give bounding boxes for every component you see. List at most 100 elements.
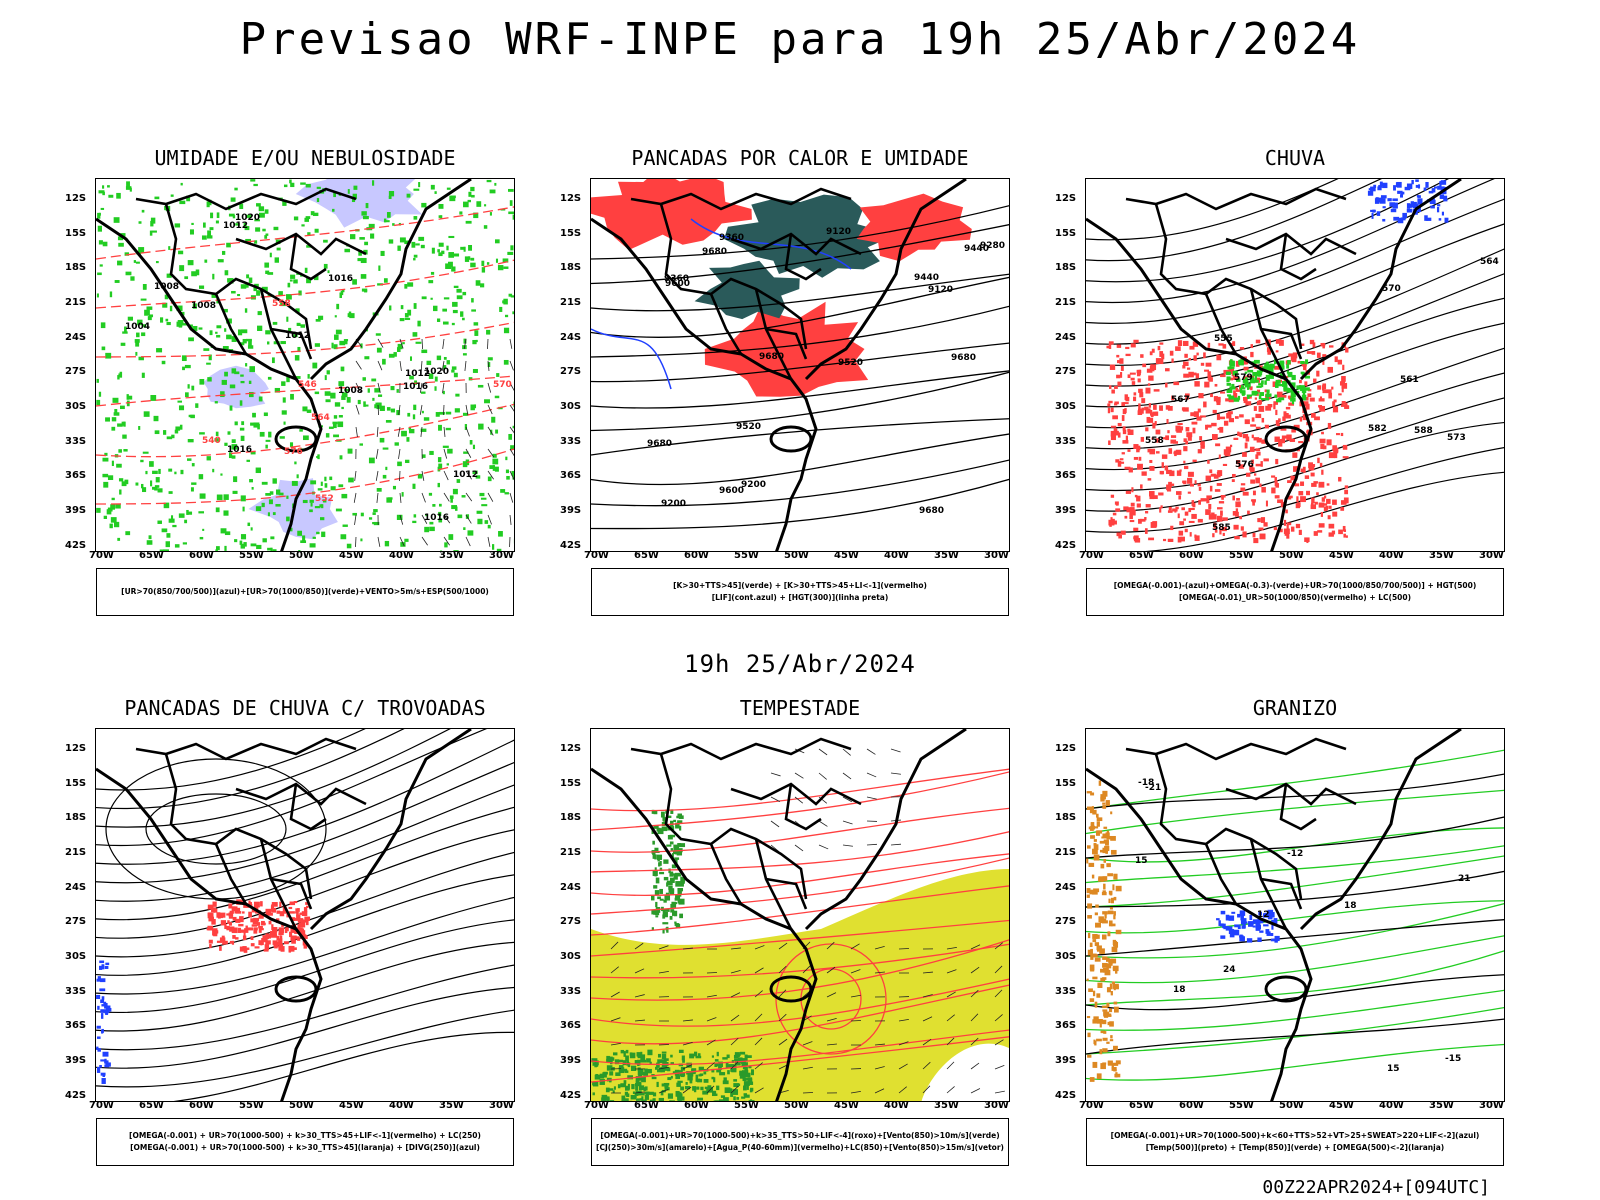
contour-label: 9280 [980, 241, 1005, 251]
legend-chuva: [OMEGA(-0.001)-(azul)+OMEGA(-0.3)-(verde… [1086, 568, 1504, 616]
contour-label: 564 [311, 413, 330, 423]
lat-tick-label: 12S [560, 193, 582, 204]
contour-label: 555 [1214, 334, 1233, 344]
lon-tick-label: 30W [1479, 1100, 1504, 1111]
lat-tick-label: 27S [560, 916, 582, 928]
contour-label: 579 [1234, 373, 1253, 383]
contour-label: 9440 [964, 244, 989, 254]
legend-granizo: [OMEGA(-0.001)+UR>70(1000-500)+k<60+TTS>… [1086, 1118, 1504, 1166]
contour-label: 24 [1223, 965, 1236, 975]
contour-label: 588 [1414, 426, 1433, 436]
contour-label: 558 [1145, 436, 1164, 446]
panel-title-chuva: CHUVA [1264, 146, 1326, 170]
lat-tick-label: 24S [560, 331, 582, 343]
lat-tick-label: 39S [560, 1055, 582, 1067]
lon-tick-label: 55W [1229, 1100, 1254, 1111]
lat-tick-label: 42S [65, 539, 87, 551]
panel-title-tempestade: TEMPESTADE [739, 696, 861, 720]
lat-tick-label: 21S [1055, 847, 1077, 859]
lon-tick-label: 55W [1229, 550, 1254, 561]
legend-pancadas_trovoadas: [OMEGA(-0.001) + UR>70(1000-500) + k>30_… [96, 1118, 514, 1166]
lat-tick-label: 18S [65, 812, 87, 824]
lat-tick-label: 18S [560, 262, 582, 274]
contour-label: 9600 [665, 279, 690, 289]
lat-tick-label: 36S [65, 1020, 87, 1032]
lon-tick-label: 70W [584, 550, 609, 561]
contour-label: 585 [1212, 523, 1231, 533]
contour-label: 552 [315, 494, 334, 504]
lat-tick-label: 12S [1055, 743, 1077, 754]
lat-tick-label: 24S [1055, 881, 1077, 893]
lon-tick-label: 35W [1429, 1100, 1454, 1111]
lon-tick-label: 35W [439, 1100, 464, 1111]
lon-tick-label: 30W [984, 550, 1009, 561]
contour-label: 15 [1387, 1064, 1400, 1074]
contour-label: 9520 [736, 422, 761, 432]
contour-label: 9680 [919, 506, 944, 516]
contour-label: 1016 [403, 382, 428, 392]
lat-tick-label: 18S [65, 262, 87, 274]
lat-tick-label: 33S [560, 985, 582, 997]
lon-tick-label: 65W [139, 1100, 164, 1111]
legend-line: [K>30+TTS>45](verde) + [K>30+TTS>45+LI<-… [673, 581, 927, 590]
lon-tick-label: 40W [1379, 550, 1404, 561]
lon-tick-label: 70W [1079, 1100, 1104, 1111]
contour-label: 1016 [424, 513, 449, 523]
lat-tick-label: 39S [560, 505, 582, 517]
lat-tick-label: 36S [1055, 470, 1077, 482]
legend-line: [OMEGA(-0.001)+UR>70(1000-500)+k>35_TTS>… [600, 1131, 1000, 1140]
lon-tick-label: 65W [634, 550, 659, 561]
lon-tick-label: 55W [734, 1100, 759, 1111]
contour-label: 1008 [338, 386, 363, 396]
legend-line: [UR>70(850/700/500)](azul)+[UR>70(1000/8… [121, 587, 489, 596]
lon-tick-label: 30W [1479, 550, 1504, 561]
contour-label: 1020 [424, 367, 449, 377]
lon-tick-label: 45W [339, 550, 364, 561]
lon-tick-label: 40W [1379, 1100, 1404, 1111]
map-umidade: 1008 1008 1012 1012 1016 1016 1004 1008 1012 1016… [95, 178, 515, 552]
contour-label: 582 [1368, 424, 1387, 434]
contour-label: 9120 [826, 227, 851, 237]
contour-label: -21 [1145, 783, 1161, 793]
lat-tick-label: 39S [65, 1055, 87, 1067]
lat-tick-label: 33S [1055, 985, 1077, 997]
lon-tick-label: 45W [834, 550, 859, 561]
lon-tick-label: 35W [934, 1100, 959, 1111]
lon-tick-label: 50W [784, 550, 809, 561]
lon-tick-label: 40W [389, 1100, 414, 1111]
contour-label: 9680 [951, 353, 976, 363]
lat-tick-label: 12S [1055, 193, 1077, 204]
lat-tick-label: 27S [560, 366, 582, 378]
lat-tick-label: 30S [1055, 951, 1077, 963]
lon-tick-label: 50W [289, 550, 314, 561]
main-title: Previsao WRF-INPE para 19h 25/Abr/2024 [239, 14, 1361, 65]
lat-tick-label: 15S [1055, 227, 1077, 239]
lon-tick-label: 65W [1129, 1100, 1154, 1111]
lat-tick-label: 39S [65, 505, 87, 517]
lon-tick-label: 55W [239, 550, 264, 561]
lon-tick-label: 45W [1329, 1100, 1354, 1111]
lon-tick-label: 30W [489, 550, 514, 561]
lon-tick-label: 65W [1129, 550, 1154, 561]
map-canvas-granizo: 12 15 18 21 24 -12 -15 -18-21 18 15 [1086, 729, 1504, 1101]
contour-label: 9600 [719, 486, 744, 496]
lon-tick-label: 60W [1179, 550, 1204, 561]
lat-tick-label: 18S [1055, 262, 1077, 274]
map-canvas-umidade: 1008 1008 1012 1012 1016 1016 1004 1008 1012 1016… [96, 179, 514, 551]
contour-label: 9120 [928, 285, 953, 295]
panel-title-pancadas_calor: PANCADAS POR CALOR E UMIDADE [631, 146, 969, 170]
lon-tick-label: 55W [734, 550, 759, 561]
contour-label: 573 [1447, 433, 1466, 443]
map-chuva: 585 582 579 576 573 570 567 564 561 558 555 588 [1085, 178, 1505, 552]
lat-tick-label: 39S [1055, 505, 1077, 517]
lat-tick-label: 42S [560, 1089, 582, 1101]
lat-tick-label: 33S [65, 985, 87, 997]
lon-tick-label: 35W [439, 550, 464, 561]
lat-tick-label: 42S [65, 1089, 87, 1101]
lon-tick-label: 40W [884, 550, 909, 561]
contour-label: 15 [1135, 856, 1148, 866]
contour-label: 1008 [154, 282, 179, 292]
lat-tick-label: 24S [560, 881, 582, 893]
contour-label: 9520 [838, 358, 863, 368]
map-canvas-chuva: 585 582 579 576 573 570 567 564 561 558 555 588 [1086, 179, 1504, 551]
